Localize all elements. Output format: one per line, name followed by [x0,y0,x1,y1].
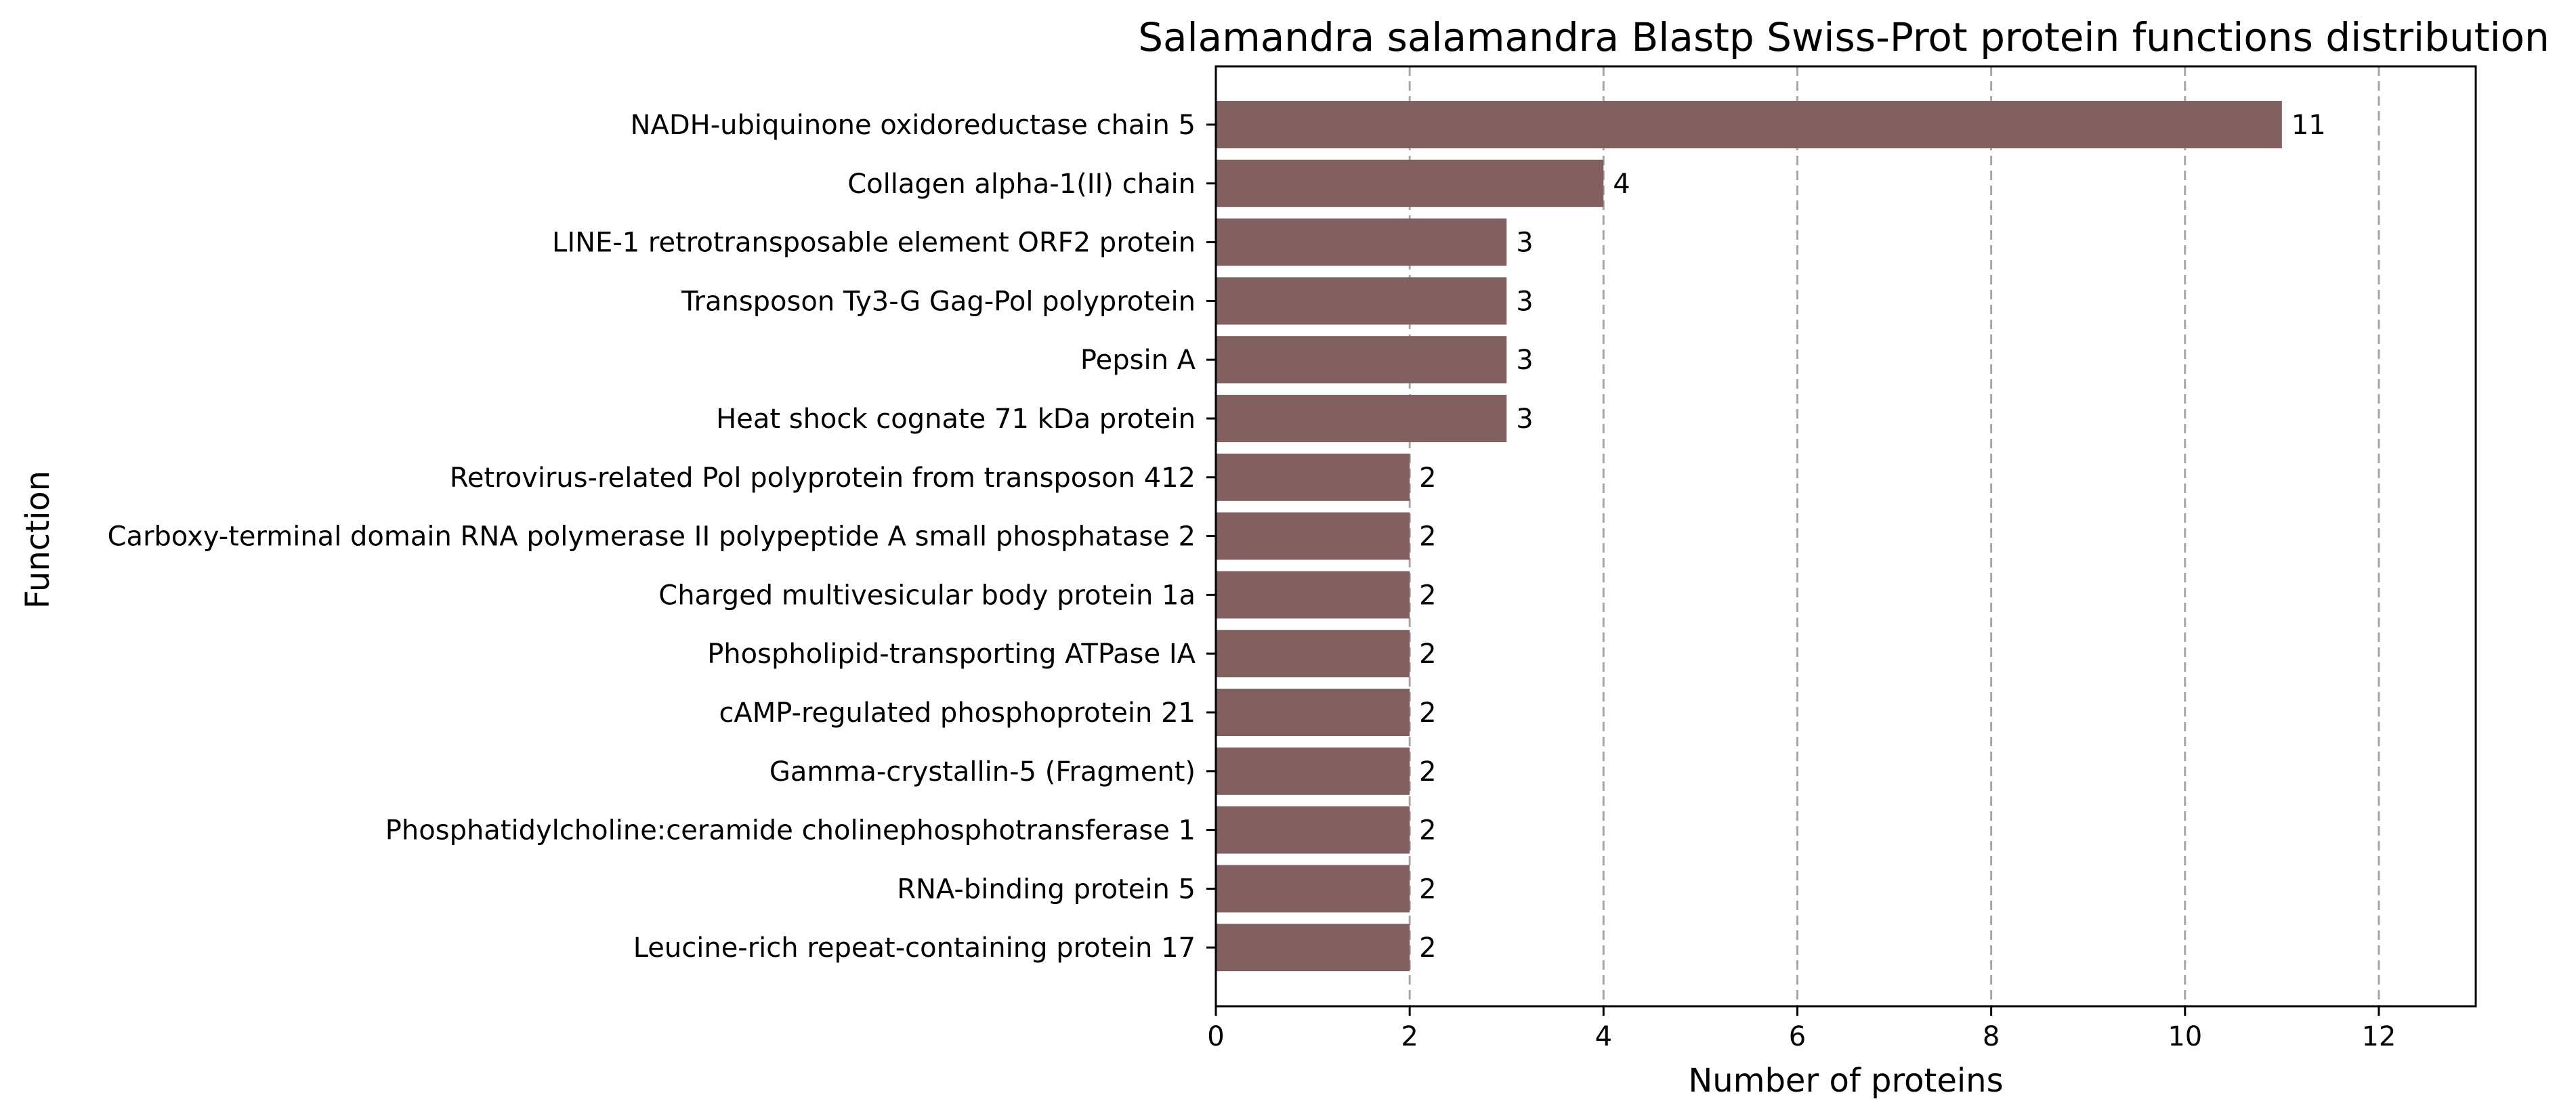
bar-7 [1216,512,1410,560]
bar-13 [1216,865,1410,913]
bar-14 [1216,924,1410,972]
bar-value-label-7: 2 [1419,521,1436,553]
y-tick-label-12: Phosphatidylcholine:ceramide cholinephos… [385,815,1196,846]
x-tick-label-0: 0 [1207,1021,1224,1052]
y-tick-label-7: Carboxy-terminal domain RNA polymerase I… [108,521,1196,553]
bar-value-label-14: 2 [1419,932,1436,964]
bar-value-label-2: 3 [1516,228,1533,259]
bar-4 [1216,336,1507,384]
y-tick-label-14: Leucine-rich repeat-containing protein 1… [633,932,1196,964]
chart-title: Salamandra salamandra Blastp Swiss-Prot … [1138,14,2550,60]
bar-12 [1216,806,1410,854]
bar-value-label-4: 3 [1516,345,1533,376]
x-tick-label-6: 6 [1789,1021,1806,1052]
bar-value-label-13: 2 [1419,874,1436,905]
bar-value-label-5: 3 [1516,404,1533,435]
x-axis-title: Number of proteins [1688,1062,2003,1100]
y-tick-label-4: Pepsin A [1080,345,1196,376]
bar-0 [1216,101,2282,148]
y-tick-label-5: Heat shock cognate 71 kDa protein [716,404,1196,435]
x-tick-label-12: 12 [2361,1021,2396,1052]
y-tick-label-2: LINE-1 retrotransposable element ORF2 pr… [552,228,1196,259]
x-tick-label-2: 2 [1401,1021,1418,1052]
y-tick-label-9: Phospholipid-transporting ATPase IA [707,639,1196,670]
x-tick-label-8: 8 [1983,1021,2000,1052]
bar-value-label-1: 4 [1613,169,1630,200]
y-tick-label-1: Collagen alpha-1(II) chain [847,169,1196,200]
y-axis-category-labels: NADH-ubiquinone oxidoreductase chain 5 Co… [108,110,1216,964]
bar-value-label-6: 2 [1419,463,1436,494]
bar-2 [1216,218,1507,266]
bar-8 [1216,571,1410,619]
bar-1 [1216,159,1604,207]
y-axis-title: Function [19,471,57,609]
y-tick-label-11: Gamma-crystallin-5 (Fragment) [769,756,1196,788]
y-tick-label-3: Transposon Ty3-G Gag-Pol polyprotein [681,286,1196,317]
bar-value-label-12: 2 [1419,815,1436,846]
y-tick-label-8: Charged multivesicular body protein 1a [658,580,1196,611]
x-tick-label-10: 10 [2168,1021,2202,1052]
bar-value-label-3: 3 [1516,286,1533,317]
y-tick-label-13: RNA-binding protein 5 [897,874,1196,905]
bar-value-label-11: 2 [1419,756,1436,788]
bar-5 [1216,395,1507,442]
bar-3 [1216,277,1507,325]
bar-value-label-10: 2 [1419,697,1436,729]
bar-11 [1216,747,1410,795]
x-axis-ticks: 0 2 4 6 8 10 12 [1207,1006,2396,1052]
bar-value-label-0: 11 [2292,110,2326,141]
bar-value-labels: 11 4 3 3 3 3 2 2 2 2 2 2 2 2 2 [1419,110,2326,964]
y-tick-label-0: NADH-ubiquinone oxidoreductase chain 5 [631,110,1196,141]
bar-6 [1216,453,1410,501]
x-tick-label-4: 4 [1595,1021,1612,1052]
bar-value-label-9: 2 [1419,639,1436,670]
y-tick-label-6: Retrovirus-related Pol polyprotein from … [450,463,1196,494]
bar-9 [1216,630,1410,678]
y-tick-label-10: cAMP-regulated phosphoprotein 21 [719,697,1196,729]
bars [1216,101,2282,972]
bar-value-label-8: 2 [1419,580,1436,611]
bar-10 [1216,689,1410,736]
